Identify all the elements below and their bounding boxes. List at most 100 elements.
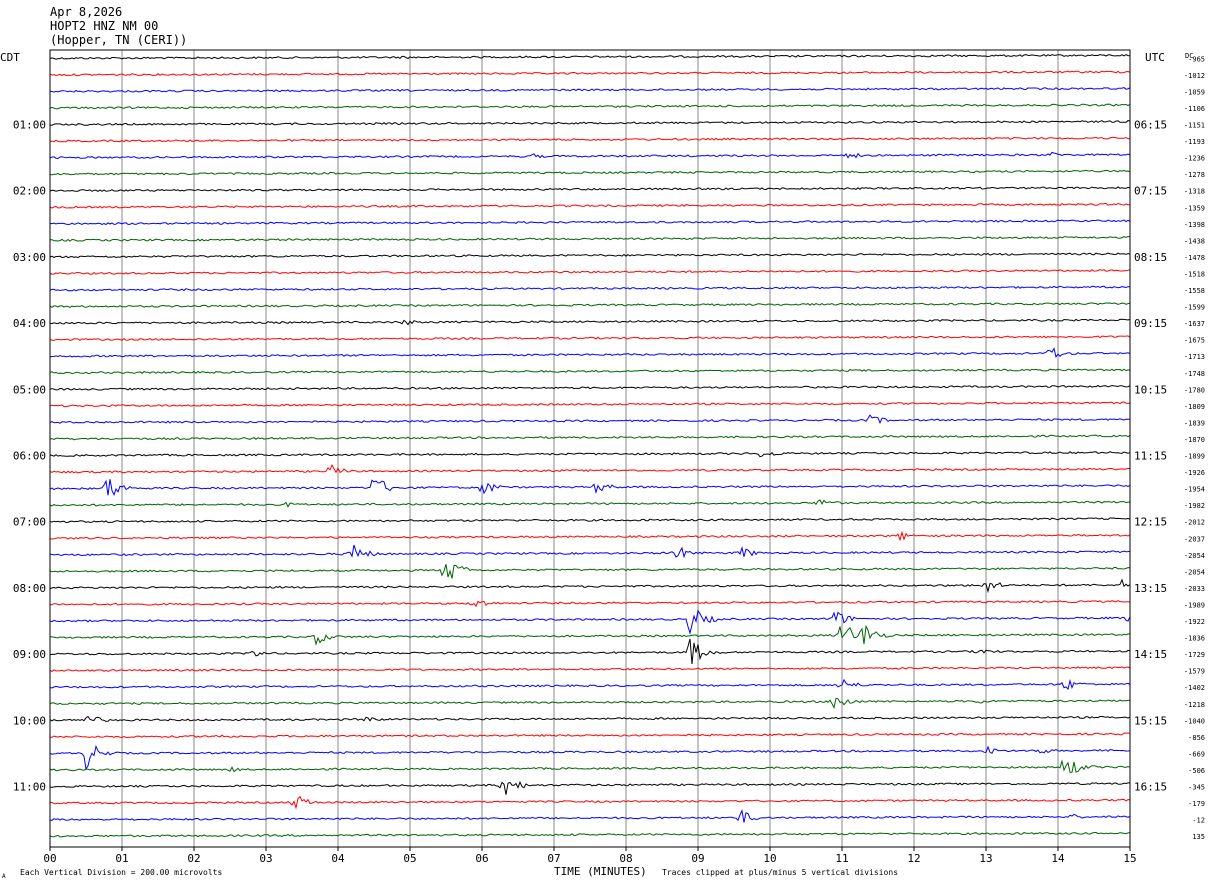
dc-offset-47: 135 — [1192, 833, 1205, 841]
dc-offset-5: -1193 — [1184, 138, 1205, 146]
trace-43 — [49, 759, 1131, 773]
utc-label-12:15: 12:15 — [1134, 516, 1167, 529]
dc-offset-34: -1922 — [1184, 618, 1205, 626]
clip-note: Traces clipped at plus/minus 5 vertical … — [662, 868, 898, 877]
trace-26 — [49, 479, 1131, 496]
trace-31 — [49, 564, 1131, 579]
utc-label-15:15: 15:15 — [1134, 714, 1167, 727]
trace-8 — [49, 186, 1131, 192]
dc-offset-44: -345 — [1188, 784, 1205, 792]
dc-offset-36: -1729 — [1184, 651, 1205, 659]
scale-note: Each Vertical Division = 200.00 microvol… — [20, 868, 222, 877]
dc-offset-14: -1558 — [1184, 287, 1205, 295]
x-tick-label-13: 13 — [979, 852, 992, 865]
dc-offset-1: -1012 — [1184, 72, 1205, 80]
dc-axis-label: DC — [1185, 52, 1193, 60]
trace-36 — [49, 638, 1131, 665]
cdt-label-08:00: 08:00 — [13, 582, 46, 595]
x-tick-label-05: 05 — [403, 852, 416, 865]
dc-offset-15: -1599 — [1184, 304, 1205, 312]
x-tick-label-10: 10 — [763, 852, 776, 865]
x-tick-label-11: 11 — [835, 852, 848, 865]
dc-offset-13: -1518 — [1184, 270, 1205, 278]
dc-offset-11: -1438 — [1184, 237, 1205, 245]
dc-offset-30: -2054 — [1184, 552, 1205, 560]
dc-offset-19: -1748 — [1184, 370, 1205, 378]
trace-9 — [49, 202, 1130, 209]
trace-10 — [49, 219, 1131, 226]
trace-0 — [49, 53, 1131, 60]
utc-label-11:15: 11:15 — [1134, 450, 1167, 463]
cdt-label-10:00: 10:00 — [13, 714, 46, 727]
dc-offset-25: -1926 — [1184, 469, 1205, 477]
dc-offset-2: -1059 — [1184, 88, 1205, 96]
seismic-traces — [49, 53, 1131, 838]
corner-mark: A — [2, 873, 6, 880]
dc-offset-45: -179 — [1188, 800, 1205, 808]
dc-offset-12: -1478 — [1184, 254, 1205, 262]
dc-offset-46: -12 — [1192, 817, 1205, 825]
dc-offset-39: -1218 — [1184, 701, 1205, 709]
trace-28 — [49, 517, 1131, 524]
utc-label-10:15: 10:15 — [1134, 383, 1167, 396]
trace-13 — [49, 269, 1131, 275]
trace-45 — [49, 795, 1131, 810]
dc-offset-labels: -965 -1012 -1059 -1106 -1151 -1193 -1236 -1278 -… — [1184, 55, 1205, 841]
dc-offset-22: -1839 — [1184, 419, 1205, 427]
trace-12 — [49, 252, 1131, 259]
trace-42 — [49, 744, 1131, 771]
dc-offset-28: -2012 — [1184, 519, 1205, 527]
trace-24 — [49, 451, 1131, 458]
location-label: (Hopper, TN (CERI)) — [50, 33, 188, 47]
trace-25 — [49, 463, 1130, 474]
dc-offset-20: -1780 — [1184, 386, 1205, 394]
dc-offset-37: -1579 — [1184, 668, 1205, 676]
dc-offset-18: -1713 — [1184, 353, 1205, 361]
trace-11 — [49, 235, 1131, 242]
x-tick-label-08: 08 — [619, 852, 632, 865]
cdt-label-09:00: 09:00 — [13, 648, 46, 661]
dc-offset-9: -1359 — [1184, 204, 1205, 212]
dc-offset-10: -1398 — [1184, 221, 1205, 229]
trace-32 — [49, 578, 1131, 594]
x-tick-label-14: 14 — [1051, 852, 1065, 865]
dc-offset-35: -1836 — [1184, 635, 1205, 643]
trace-47 — [49, 831, 1131, 838]
trace-29 — [49, 530, 1131, 542]
utc-axis-label: UTC — [1145, 51, 1165, 64]
x-axis-title: TIME (MINUTES) — [554, 865, 647, 878]
x-tick-label-15: 15 — [1123, 852, 1136, 865]
utc-label-08:15: 08:15 — [1134, 251, 1167, 264]
dc-offset-8: -1318 — [1184, 188, 1205, 196]
cdt-label-03:00: 03:00 — [13, 251, 46, 264]
dc-offset-23: -1870 — [1184, 436, 1205, 444]
dc-offset-31: -2054 — [1184, 568, 1205, 576]
trace-35 — [49, 624, 1131, 646]
utc-time-labels: 06:15 07:15 08:15 09:15 10:15 11:15 12:15 13:15… — [1134, 119, 1167, 794]
utc-label-06:15: 06:15 — [1134, 119, 1167, 132]
dc-offset-42: -669 — [1188, 750, 1205, 758]
trace-39 — [49, 697, 1130, 710]
x-tick-label-09: 09 — [691, 852, 704, 865]
dc-offset-33: -1989 — [1184, 601, 1205, 609]
cdt-axis-label: CDT — [0, 51, 20, 64]
date-label: Apr 8,2026 — [50, 5, 123, 19]
trace-18 — [49, 347, 1131, 358]
trace-3 — [49, 103, 1131, 110]
trace-4 — [49, 120, 1131, 126]
x-tick-label-12: 12 — [907, 852, 920, 865]
dc-offset-38: -1402 — [1184, 684, 1205, 692]
cdt-label-11:00: 11:00 — [13, 781, 46, 794]
trace-2 — [49, 87, 1131, 93]
cdt-label-06:00: 06:00 — [13, 450, 46, 463]
trace-30 — [49, 544, 1131, 559]
utc-label-13:15: 13:15 — [1134, 582, 1167, 595]
trace-17 — [49, 335, 1131, 342]
trace-44 — [49, 780, 1130, 795]
axes — [49, 49, 1131, 848]
cdt-label-04:00: 04:00 — [13, 317, 46, 330]
trace-14 — [49, 285, 1131, 292]
trace-41 — [49, 732, 1130, 739]
plot-frame — [49, 49, 1131, 848]
trace-33 — [49, 600, 1131, 608]
